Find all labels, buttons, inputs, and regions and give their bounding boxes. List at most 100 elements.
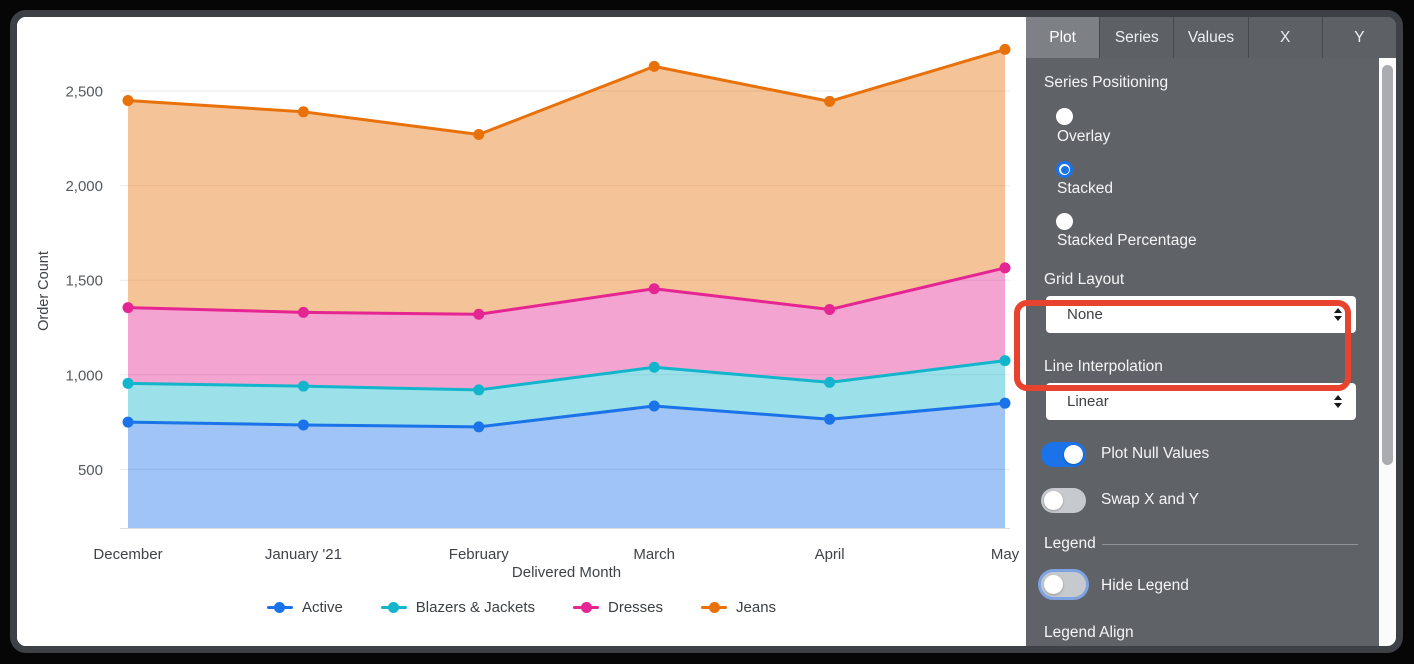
series-line-dresses xyxy=(127,266,1006,316)
plot-null-values-toggle[interactable] xyxy=(1041,442,1086,467)
settings-panel: Plot Series Values X Y Series Positionin… xyxy=(1014,17,1396,646)
data-point[interactable] xyxy=(999,397,1011,409)
x-tick-label: December xyxy=(93,546,162,563)
radio-label-stacked-percentage[interactable]: Stacked Percentage xyxy=(1057,232,1197,249)
data-point[interactable] xyxy=(999,43,1011,55)
legend-label: Blazers & Jackets xyxy=(415,599,536,616)
y-tick-label: 2,000 xyxy=(65,178,103,195)
tab-y[interactable]: Y xyxy=(1321,17,1396,58)
data-point[interactable] xyxy=(824,413,836,425)
legend-label: Jeans xyxy=(736,599,777,616)
legend-swatch-icon xyxy=(573,602,600,613)
hide-legend-toggle[interactable] xyxy=(1041,572,1086,597)
radio-option-overlay[interactable] xyxy=(1056,108,1073,125)
tab-x[interactable]: X xyxy=(1247,17,1322,58)
data-point[interactable] xyxy=(648,361,660,373)
legend-item[interactable]: Dresses xyxy=(573,599,663,616)
legend-swatch-icon xyxy=(701,602,728,613)
panel-scrollbar-thumb[interactable] xyxy=(1382,65,1393,465)
updown-arrows-icon xyxy=(1334,308,1342,321)
line-interpolation-label: Line Interpolation xyxy=(1044,358,1163,375)
toggle-knob xyxy=(1044,491,1063,510)
series-line-jeans xyxy=(127,47,1006,137)
y-tick-label: 1,500 xyxy=(65,273,103,290)
area-band-blazers-jackets xyxy=(128,360,1005,427)
legend-swatch-icon xyxy=(380,602,407,613)
series-line-blazers-jackets xyxy=(127,359,1006,392)
area-band-active xyxy=(128,403,1005,529)
line-interpolation-select[interactable]: Linear xyxy=(1046,383,1356,420)
x-tick-label: May xyxy=(991,546,1020,563)
data-point[interactable] xyxy=(297,419,309,431)
y-tick-label: 1,000 xyxy=(65,367,103,384)
data-point[interactable] xyxy=(473,384,485,396)
chart-panel: 500 1,000 1,500 2,000 2,500 December January '… xyxy=(17,17,1026,646)
panel-scrollbar-track[interactable] xyxy=(1379,58,1396,646)
x-axis-title: Delivered Month xyxy=(511,564,622,581)
plot-null-values-label[interactable]: Plot Null Values xyxy=(1101,445,1210,462)
data-point[interactable] xyxy=(824,376,836,388)
swap-x-y-label[interactable]: Swap X and Y xyxy=(1101,491,1199,508)
radio-button-icon[interactable] xyxy=(1056,108,1073,125)
data-point[interactable] xyxy=(824,95,836,107)
data-point[interactable] xyxy=(473,129,485,141)
area-band-dresses xyxy=(128,267,1005,390)
grid-layout-select[interactable]: None xyxy=(1046,296,1356,333)
data-point[interactable] xyxy=(648,400,660,412)
tab-values[interactable]: Values xyxy=(1173,17,1248,58)
grid-layout-label: Grid Layout xyxy=(1044,271,1125,288)
legend-swatch-icon xyxy=(266,602,293,613)
section-divider xyxy=(1102,544,1358,545)
data-point[interactable] xyxy=(824,304,836,316)
y-axis-title: Order Count xyxy=(36,251,52,331)
legend-align-label: Legend Align xyxy=(1044,624,1134,641)
panel-tabbar: Plot Series Values X Y xyxy=(1026,17,1396,58)
legend-item[interactable]: Active xyxy=(266,599,343,616)
radio-label-stacked[interactable]: Stacked xyxy=(1057,180,1114,197)
data-point[interactable] xyxy=(648,283,660,295)
data-point[interactable] xyxy=(473,421,485,433)
swap-x-y-toggle[interactable] xyxy=(1041,488,1086,513)
updown-arrows-icon xyxy=(1334,395,1342,408)
data-point[interactable] xyxy=(122,416,134,428)
data-point[interactable] xyxy=(122,302,134,314)
data-point[interactable] xyxy=(473,308,485,320)
toggle-knob xyxy=(1064,445,1083,464)
data-point[interactable] xyxy=(122,94,134,106)
radio-option-stacked-percentage[interactable] xyxy=(1056,213,1073,230)
legend-label: Active xyxy=(301,599,343,616)
radio-label-overlay[interactable]: Overlay xyxy=(1057,128,1111,145)
legend-item[interactable]: Blazers & Jackets xyxy=(380,599,536,616)
line-interpolation-value: Linear xyxy=(1067,393,1109,410)
radio-button-icon[interactable] xyxy=(1056,213,1073,230)
tab-series[interactable]: Series xyxy=(1099,17,1174,58)
chart-legend: Active Blazers & Jackets Dresses Jeans xyxy=(17,599,1026,616)
data-point[interactable] xyxy=(122,377,134,389)
data-point[interactable] xyxy=(297,380,309,392)
series-positioning-label: Series Positioning xyxy=(1044,74,1169,91)
data-point[interactable] xyxy=(999,262,1011,274)
data-point[interactable] xyxy=(999,355,1011,367)
y-tick-label: 2,500 xyxy=(65,84,103,101)
radio-button-icon[interactable] xyxy=(1056,161,1073,178)
tab-plot[interactable]: Plot xyxy=(1026,17,1100,58)
app-window: 500 1,000 1,500 2,000 2,500 December January '… xyxy=(10,10,1403,653)
grid-layout-value: None xyxy=(1067,306,1103,323)
data-point[interactable] xyxy=(297,106,309,118)
data-point[interactable] xyxy=(648,60,660,72)
panel-body: Series Positioning Overlay Stacked Stack… xyxy=(1014,58,1379,646)
hide-legend-label[interactable]: Hide Legend xyxy=(1101,577,1189,594)
x-tick-label: April xyxy=(815,546,845,563)
legend-label: Dresses xyxy=(608,599,664,616)
legend-section-header: Legend xyxy=(1044,535,1096,552)
y-tick-label: 500 xyxy=(78,462,103,479)
area-band-jeans xyxy=(128,49,1005,315)
radio-option-stacked[interactable] xyxy=(1056,161,1073,178)
data-point[interactable] xyxy=(297,306,309,318)
x-tick-label: March xyxy=(633,546,675,563)
stacked-area-chart: 500 1,000 1,500 2,000 2,500 December January '… xyxy=(65,43,1020,563)
x-tick-label: February xyxy=(449,546,510,563)
toggle-knob xyxy=(1044,575,1063,594)
series-line-active xyxy=(127,401,1006,429)
legend-item[interactable]: Jeans xyxy=(701,599,776,616)
